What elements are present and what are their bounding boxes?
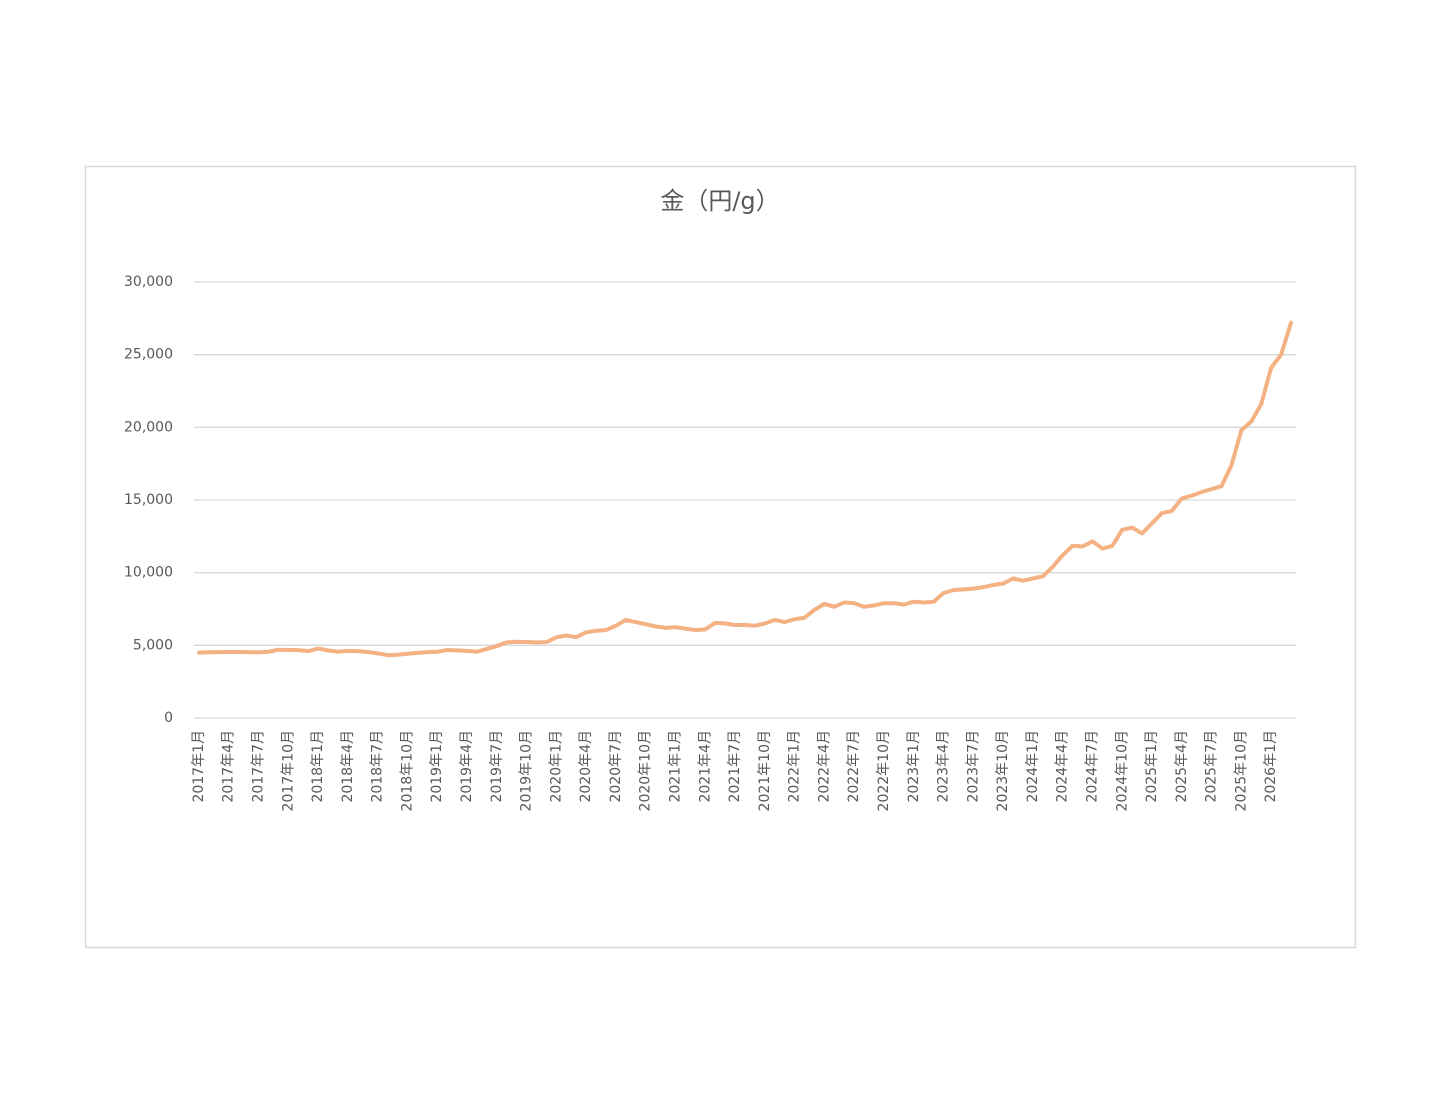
x-tick-label: 2021年7月 [727,730,743,803]
y-tick-label: 30,000 [124,274,173,290]
x-tick-label: 2022年7月 [846,730,862,803]
x-tick-label: 2017年1月 [191,730,207,803]
y-tick-label: 15,000 [124,492,173,508]
x-tick-label: 2019年7月 [489,730,505,803]
x-tick-label: 2017年10月 [280,730,296,811]
x-tick-label: 2024年10月 [1114,730,1130,811]
chart-frame [84,165,1357,949]
x-tick-label: 2025年10月 [1233,730,1249,811]
x-tick-label: 2017年7月 [251,730,267,803]
x-tick-label: 2020年7月 [608,730,624,803]
x-tick-label: 2022年10月 [876,730,892,811]
x-tick-label: 2018年1月 [310,730,326,803]
x-tick-label: 2019年4月 [459,730,475,803]
x-tick-label: 2024年4月 [1055,730,1071,803]
x-tick-label: 2026年1月 [1263,730,1279,803]
x-tick-label: 2023年4月 [936,730,952,803]
x-tick-label: 2020年10月 [638,730,654,811]
x-tick-label: 2024年1月 [1025,730,1041,803]
x-tick-label: 2021年10月 [757,730,773,811]
x-tick-label: 2017年4月 [221,730,237,803]
y-tick-label: 5,000 [133,637,173,653]
x-tick-label: 2018年10月 [399,730,415,811]
x-tick-label: 2025年7月 [1204,730,1220,803]
x-tick-label: 2025年4月 [1174,730,1190,803]
chart-title: 金（円/g） [660,187,779,215]
x-tick-label: 2024年7月 [1084,730,1100,803]
x-tick-label: 2018年4月 [340,730,356,803]
x-tick-label: 2021年4月 [697,730,713,803]
x-tick-label: 2022年1月 [787,730,803,803]
x-tick-label: 2018年7月 [370,730,386,803]
x-tick-label: 2022年4月 [816,730,832,803]
x-tick-label: 2020年4月 [578,730,594,803]
x-tick-label: 2019年1月 [429,730,445,803]
x-tick-label: 2023年10月 [995,730,1011,811]
y-tick-label: 10,000 [124,565,173,581]
x-tick-label: 2023年1月 [906,730,922,803]
y-tick-label: 0 [164,710,173,726]
x-tick-label: 2023年7月 [965,730,981,803]
x-tick-label: 2025年1月 [1144,730,1160,803]
x-tick-label: 2019年10月 [519,730,535,811]
x-tick-label: 2021年1月 [668,730,684,803]
y-tick-label: 25,000 [124,347,173,363]
data-line [196,320,1294,658]
x-tick-label: 2020年1月 [548,730,564,803]
y-tick-label: 20,000 [124,419,173,435]
